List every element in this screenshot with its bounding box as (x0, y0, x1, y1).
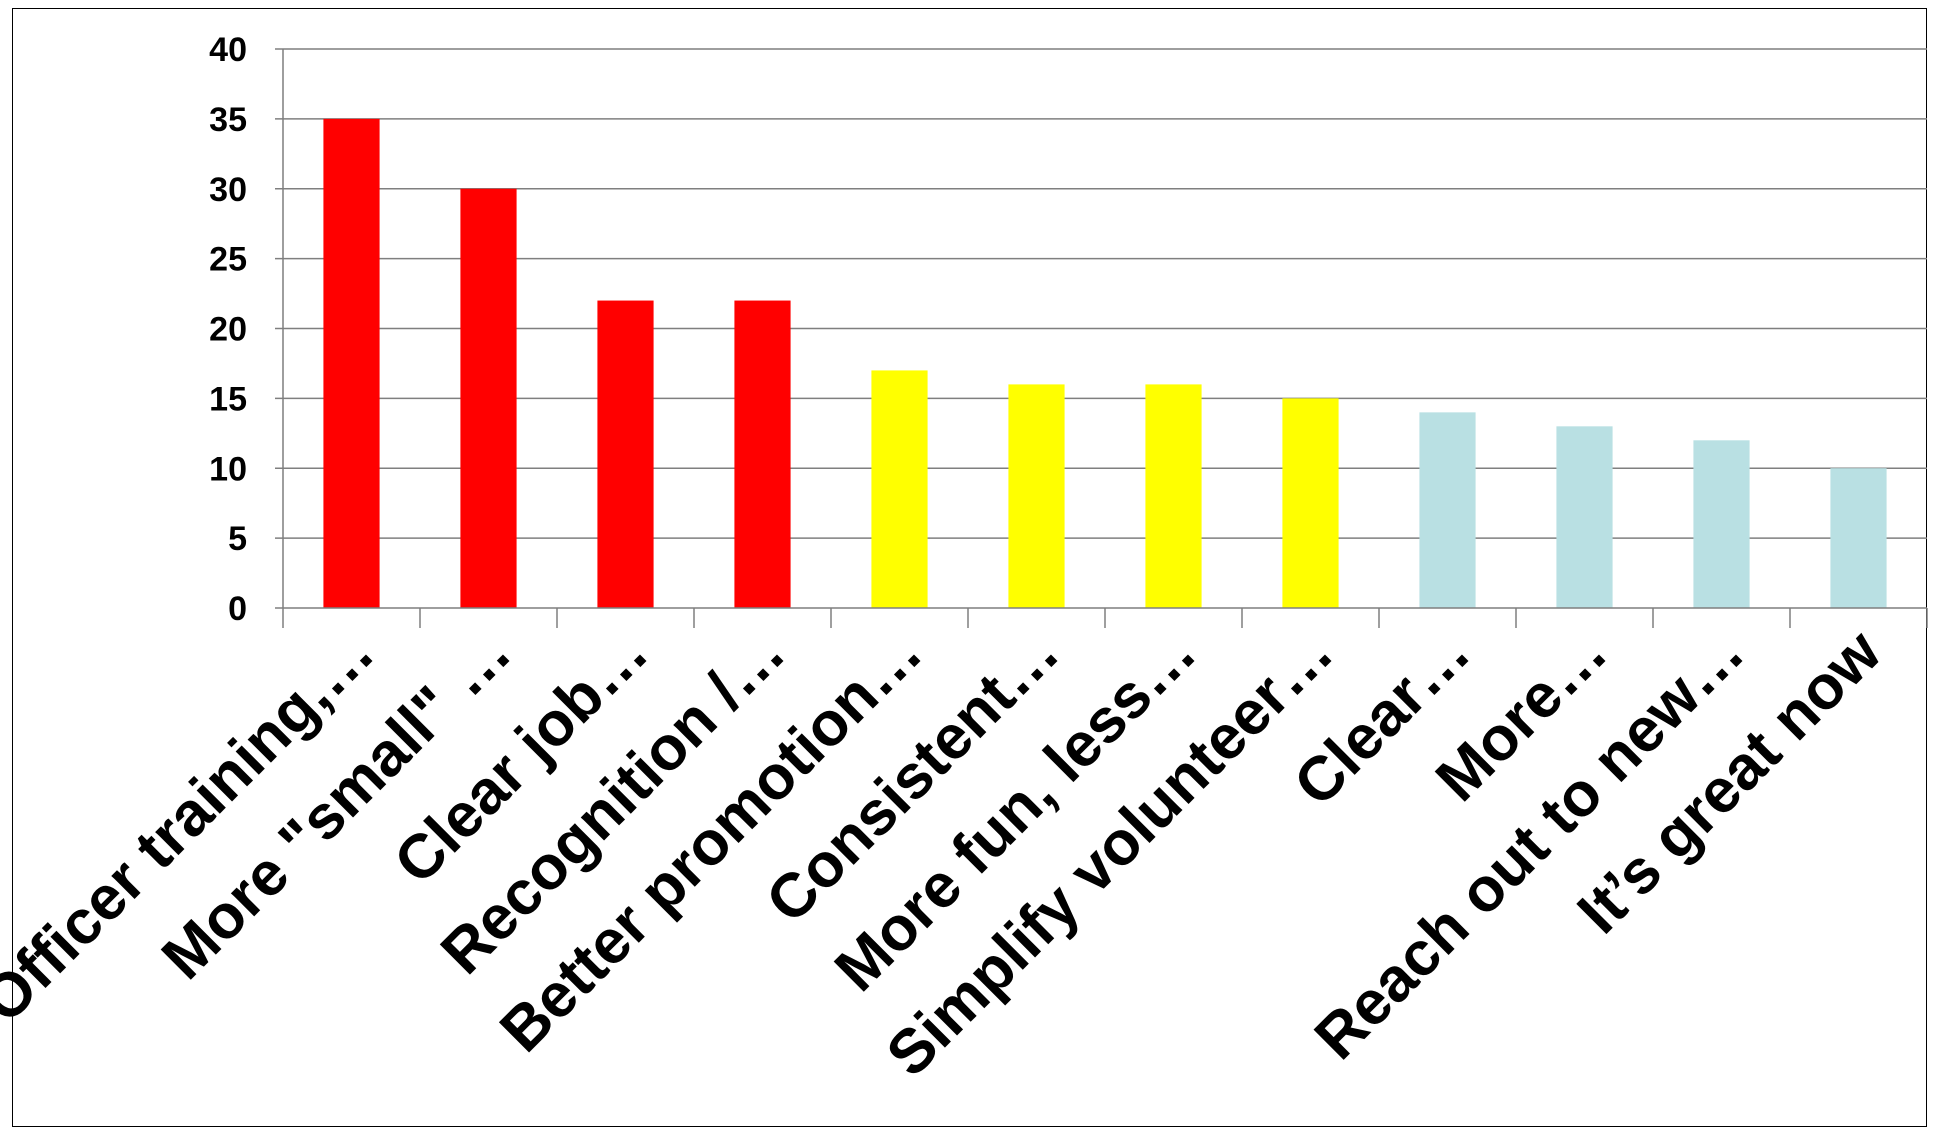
y-tick-label: 0 (228, 590, 247, 628)
bar (1282, 398, 1339, 608)
y-tick-label: 25 (209, 241, 247, 279)
bar (323, 118, 380, 608)
y-tick-label: 5 (228, 520, 247, 558)
gridlines (283, 48, 1927, 539)
bar (597, 300, 654, 608)
y-tick-label: 15 (209, 380, 247, 418)
axes (275, 48, 1928, 628)
y-tick-label: 10 (209, 450, 247, 488)
bar (871, 370, 928, 608)
y-tick-label: 35 (209, 101, 247, 139)
y-tick-label: 30 (209, 171, 247, 209)
y-tick-labels: 0 5 10 15 20 25 30 35 40 (209, 31, 247, 628)
bar (1830, 468, 1887, 608)
x-category-labels: Officer training,…More "small" …Clear jo… (0, 617, 1895, 1090)
chart-frame (12, 8, 1927, 1127)
bar (1556, 426, 1613, 608)
bar (1008, 384, 1065, 608)
bar (460, 188, 517, 608)
y-tick-label: 40 (209, 31, 247, 69)
bar (734, 300, 791, 608)
y-tick-label: 20 (209, 311, 247, 349)
bar (1145, 384, 1202, 608)
bar (1419, 412, 1476, 608)
bar (1693, 440, 1750, 608)
bars (323, 118, 1887, 608)
